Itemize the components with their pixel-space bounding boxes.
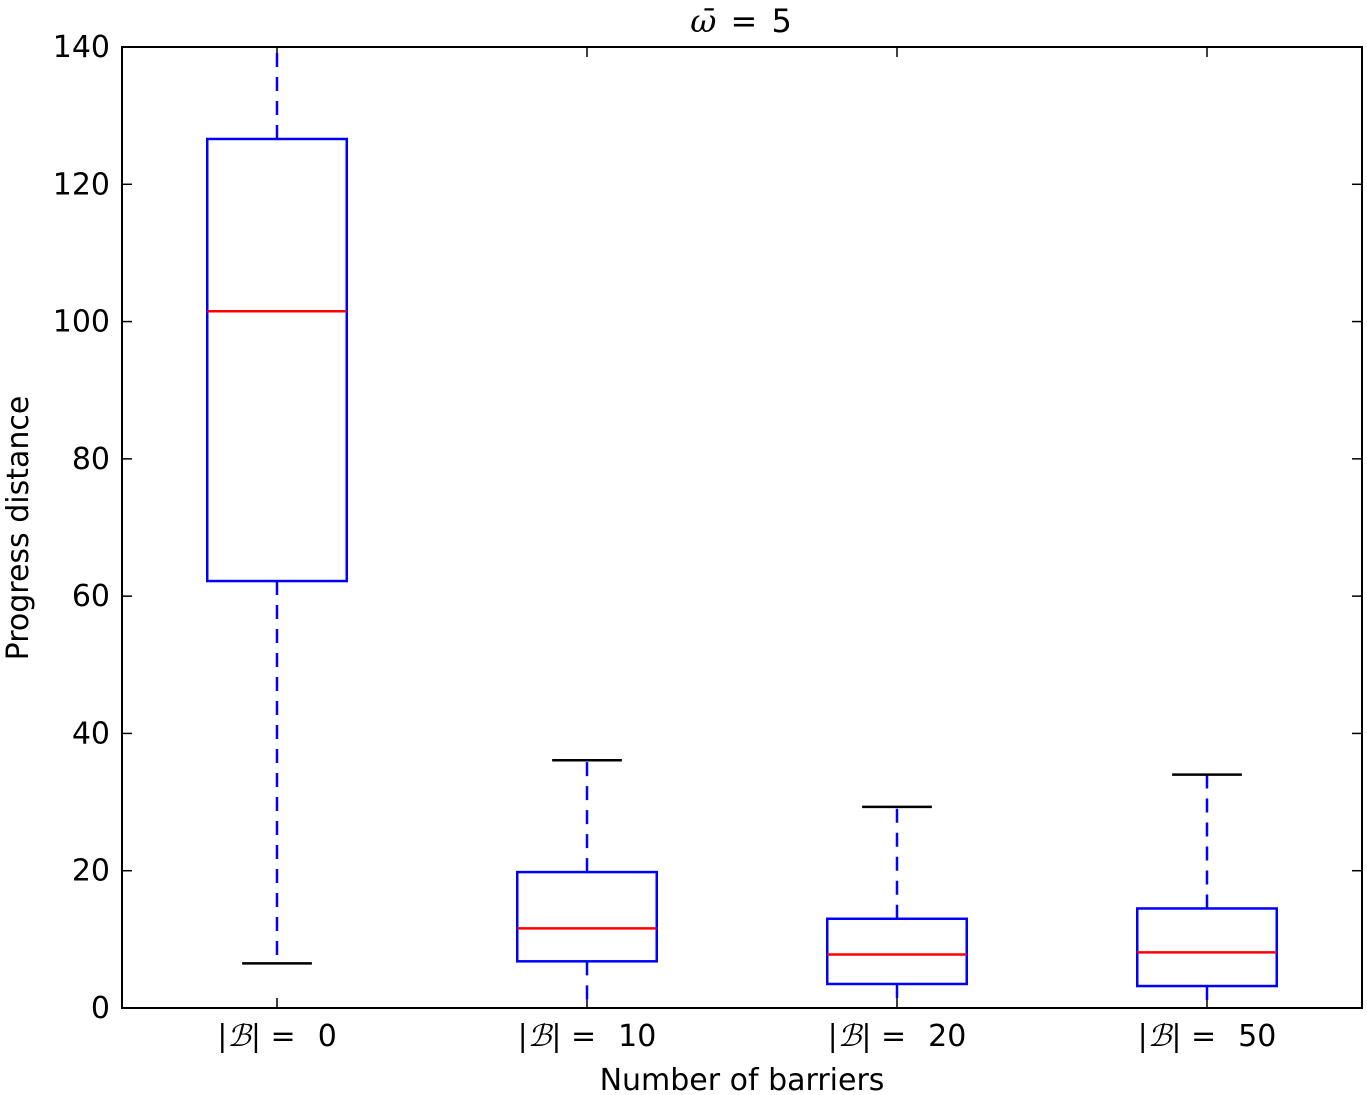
chart-title: ω̄ = 5 xyxy=(690,2,792,40)
x-tick-label: |ℬ| = 0 xyxy=(217,1019,337,1054)
x-tick-label-value: 20 xyxy=(928,1019,966,1054)
chart-title-symbol: ω̄ xyxy=(690,2,716,40)
x-tick-label: |ℬ| = 10 xyxy=(518,1019,657,1054)
plot-area-frame xyxy=(121,46,1363,1009)
box-iqr xyxy=(516,870,658,963)
x-tick-label-prefix: |ℬ| = xyxy=(828,1019,906,1054)
y-tick-label: 0 xyxy=(91,991,110,1026)
y-axis-label: Progress distance xyxy=(1,396,36,661)
x-tick-label-value: 50 xyxy=(1238,1019,1276,1054)
box-plot-series xyxy=(206,47,1278,1008)
chart-title-value: 5 xyxy=(771,2,791,40)
box-iqr xyxy=(1136,907,1278,988)
x-axis-label: Number of barriers xyxy=(600,1063,885,1095)
y-tick-label: 40 xyxy=(72,716,110,751)
y-tick-label: 20 xyxy=(72,854,110,889)
x-tick-label-value: 10 xyxy=(618,1019,656,1054)
x-tick-label: |ℬ| = 20 xyxy=(828,1019,967,1054)
y-tick-label: 120 xyxy=(53,167,110,202)
box-group xyxy=(516,758,658,1008)
y-tick-label: 80 xyxy=(72,442,110,477)
y-tick-label: 140 xyxy=(53,30,110,65)
box-group xyxy=(1136,773,1278,1008)
chart-title-eq: = xyxy=(730,2,757,40)
x-tick-label-prefix: |ℬ| = xyxy=(518,1019,596,1054)
y-tick-label: 100 xyxy=(53,305,110,340)
box-group xyxy=(826,805,968,1008)
x-axis-ticks: |ℬ| = 0 |ℬ| = 10 |ℬ| = 20 |ℬ| = 50 xyxy=(217,47,1276,1054)
x-tick-label-value: 0 xyxy=(318,1019,337,1054)
y-axis-ticks: 0 20 40 60 80 100 120 140 xyxy=(53,30,1362,1026)
x-tick-label-prefix: |ℬ| = xyxy=(217,1019,295,1054)
box-iqr xyxy=(206,137,348,583)
x-tick-label: |ℬ| = 50 xyxy=(1138,1019,1277,1054)
box-iqr xyxy=(826,917,968,986)
box-group xyxy=(206,47,348,965)
y-tick-label: 60 xyxy=(72,579,110,614)
x-tick-label-prefix: |ℬ| = xyxy=(1138,1019,1216,1054)
